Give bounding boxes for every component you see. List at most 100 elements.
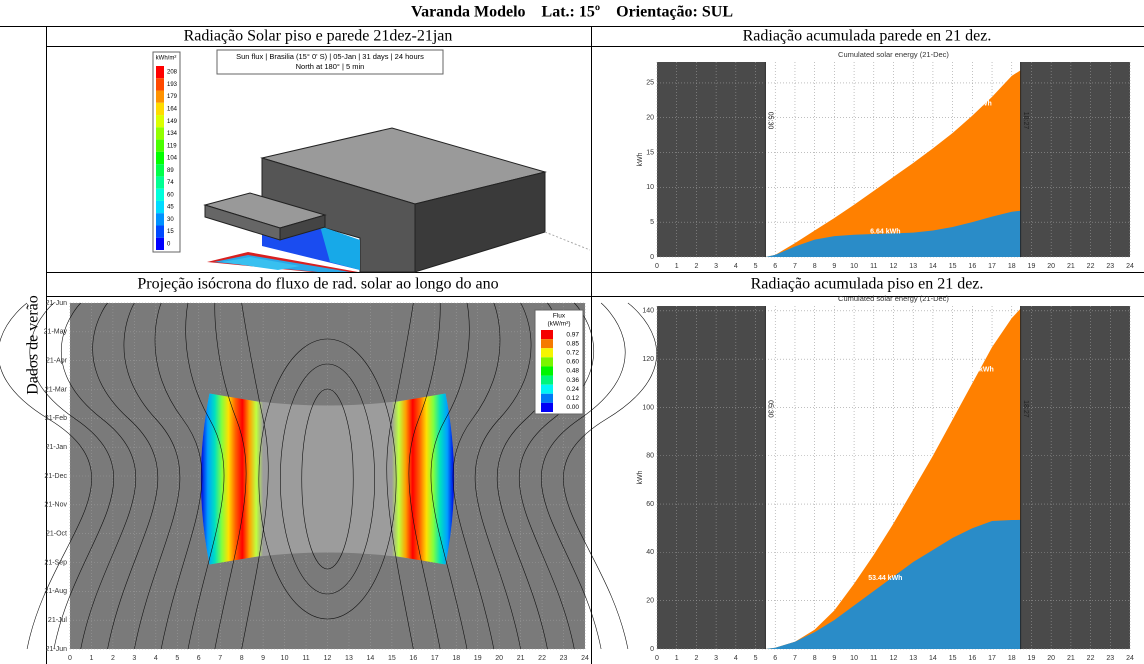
x-tick-label: 8 (240, 655, 244, 662)
x-tick-label: 10 (281, 655, 289, 662)
flux-band (201, 394, 263, 565)
x-tick-label: 24 (1126, 263, 1134, 270)
legend-label: 179 (167, 94, 178, 100)
y-tick-label: 15 (646, 149, 654, 156)
legend-label: 0.72 (566, 349, 579, 356)
legend-swatch (156, 66, 164, 78)
legend-swatch (541, 339, 553, 348)
cell-caption: Radiação acumulada parede en 21 dez. (743, 28, 992, 45)
legend-label: 0.60 (566, 359, 579, 366)
x-tick-label: 5 (754, 655, 758, 662)
y-tick-label: 21-Mar (45, 386, 68, 393)
chart-title: Cumulated solar energy (21-Dec) (838, 294, 949, 303)
x-tick-label: 23 (1106, 655, 1114, 662)
x-tick-label: 0 (655, 263, 659, 270)
x-tick-label: 1 (90, 655, 94, 662)
x-tick-label: 24 (1126, 655, 1134, 662)
legend-label: 104 (167, 156, 178, 162)
legend-title: kWh/m² (156, 56, 177, 62)
x-tick-label: 16 (409, 655, 417, 662)
legend-title: Flux (553, 313, 566, 320)
x-tick-label: 11 (870, 655, 877, 662)
document: Varanda Modelo Lat.: 15º Orientação: SUL… (0, 0, 1144, 664)
legend-swatch (156, 78, 164, 90)
y-tick-label: 40 (646, 549, 654, 556)
axis-guide (545, 232, 590, 250)
x-tick-label: 19 (474, 655, 482, 662)
legend-swatch (541, 357, 553, 366)
legend-label: 0.97 (566, 331, 579, 338)
x-tick-label: 9 (832, 655, 836, 662)
x-tick-label: 23 (560, 655, 568, 662)
x-tick-label: 8 (813, 655, 817, 662)
x-tick-label: 8 (813, 263, 817, 270)
y-tick-label: 0 (650, 646, 654, 653)
value-label: 26.82 kWh (958, 101, 992, 108)
legend-swatch (541, 403, 553, 412)
x-tick-label: 2 (694, 655, 698, 662)
x-tick-label: 12 (890, 263, 898, 270)
info-text: North at 180° | 5 min (296, 62, 365, 71)
legend-label: 74 (167, 180, 174, 186)
legend-swatch (541, 385, 553, 394)
legend-label: 0.00 (566, 404, 579, 411)
x-tick-label: 10 (850, 655, 858, 662)
x-tick-label: 18 (452, 655, 460, 662)
x-tick-label: 15 (949, 655, 957, 662)
x-tick-label: 24 (581, 655, 589, 662)
night-band (1021, 62, 1130, 257)
night-band (657, 62, 765, 257)
x-tick-label: 20 (1047, 263, 1055, 270)
y-tick-label: 5 (650, 219, 654, 226)
legend-swatch (156, 176, 164, 188)
sun-label: 18:27 (1022, 400, 1029, 418)
legend-swatch (541, 366, 553, 375)
x-tick-label: 15 (388, 655, 396, 662)
x-tick-label: 9 (832, 263, 836, 270)
x-tick-label: 20 (1047, 655, 1055, 662)
x-tick-label: 5 (754, 263, 758, 270)
x-tick-label: 4 (154, 655, 158, 662)
x-tick-label: 13 (345, 655, 353, 662)
x-tick-label: 21 (517, 655, 525, 662)
legend-swatch (156, 91, 164, 103)
x-tick-label: 13 (909, 263, 917, 270)
legend-swatch (156, 213, 164, 225)
x-tick-label: 14 (929, 655, 937, 662)
legend-label: 0.24 (566, 386, 579, 393)
x-tick-label: 7 (218, 655, 222, 662)
y-tick-label: 80 (646, 453, 654, 460)
y-tick-label: 100 (642, 404, 654, 411)
x-tick-label: 6 (773, 655, 777, 662)
x-tick-label: 1 (675, 263, 679, 270)
legend-label: 89 (167, 168, 174, 174)
x-tick-label: 19 (1028, 655, 1036, 662)
y-tick-label: 21-Dec (44, 473, 67, 480)
x-tick-label: 17 (988, 655, 996, 662)
legend-label: 164 (167, 107, 178, 113)
legend-swatch (541, 394, 553, 403)
x-tick-label: 18 (1008, 263, 1016, 270)
x-tick-label: 14 (929, 263, 937, 270)
render-3d (205, 50, 590, 272)
legend-swatch (541, 348, 553, 357)
page: Varanda Modelo Lat.: 15º Orientação: SUL… (0, 0, 1144, 664)
y-tick-label: 21-Jan (46, 444, 68, 451)
y-tick-label: 20 (646, 598, 654, 605)
y-tick-label: 0 (650, 254, 654, 261)
cell-caption: Radiação Solar piso e parede 21dez-21jan (184, 28, 453, 45)
night-band (657, 306, 765, 649)
x-tick-label: 7 (793, 263, 797, 270)
x-tick-label: 3 (132, 655, 136, 662)
y-tick-label: 21-Jun (46, 300, 68, 307)
x-tick-label: 17 (431, 655, 439, 662)
y-tick-label: 120 (642, 356, 654, 363)
legend-label: 0.48 (566, 368, 579, 375)
x-tick-label: 11 (302, 655, 309, 662)
legend-swatch (156, 238, 164, 250)
legend-swatch (156, 225, 164, 237)
y-axis-label: kWh (637, 470, 644, 484)
sun-label: 05:30 (767, 400, 774, 418)
x-tick-label: 2 (111, 655, 115, 662)
